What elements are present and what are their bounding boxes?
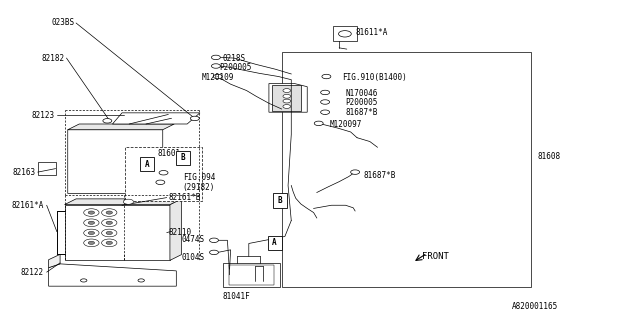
Circle shape [321,100,330,104]
Bar [273,194,287,208]
Text: B: B [278,196,282,205]
Circle shape [159,171,168,175]
Circle shape [283,105,291,108]
Text: M120097: M120097 [330,120,362,129]
Circle shape [314,121,323,125]
Circle shape [88,221,95,224]
Bar [175,151,189,165]
Bar [65,204,170,260]
Circle shape [211,55,220,60]
Circle shape [84,229,99,237]
Circle shape [102,219,117,227]
Text: 82161*B: 82161*B [168,193,200,202]
Text: P200005: P200005 [219,63,252,72]
Polygon shape [68,130,179,194]
Circle shape [106,241,113,244]
Text: 0474S: 0474S [182,235,205,244]
Polygon shape [49,254,60,268]
Circle shape [156,180,165,185]
Text: 81687*B: 81687*B [346,108,378,117]
Bar [223,263,280,287]
Text: 023BS: 023BS [51,19,74,28]
Polygon shape [269,84,307,112]
Bar [272,85,301,111]
Polygon shape [68,124,174,130]
Circle shape [81,279,87,282]
Text: A: A [273,238,277,247]
Bar [229,265,274,285]
Polygon shape [65,199,181,204]
Text: 81601: 81601 [157,149,180,158]
Circle shape [102,229,117,237]
Circle shape [351,170,360,174]
Bar [268,236,282,250]
Bar [125,147,202,201]
Text: M120109: M120109 [202,73,234,82]
Polygon shape [113,113,200,124]
Circle shape [283,89,291,92]
Circle shape [321,90,330,95]
Circle shape [102,239,117,247]
Text: A820001165: A820001165 [511,302,558,311]
Text: 82161*A: 82161*A [12,201,44,210]
Circle shape [283,99,291,103]
Bar [282,52,531,287]
Circle shape [88,211,95,214]
Circle shape [102,209,117,216]
Circle shape [321,110,330,115]
Circle shape [213,74,222,79]
Text: FRONT: FRONT [422,252,449,261]
Circle shape [106,231,113,235]
Text: 0218S: 0218S [223,53,246,62]
Bar [140,157,154,172]
Text: A: A [145,160,149,169]
Circle shape [103,119,112,123]
Text: B: B [180,153,185,163]
Circle shape [84,219,99,227]
Circle shape [190,116,199,121]
Polygon shape [49,264,176,286]
Circle shape [283,94,291,98]
Text: 82163: 82163 [13,168,36,177]
Text: FIG.910(B1400): FIG.910(B1400) [342,73,407,82]
Text: 82122: 82122 [21,268,44,277]
Text: 82182: 82182 [42,53,65,62]
Text: 82110: 82110 [168,228,191,237]
Text: FIG.094: FIG.094 [182,173,215,182]
Text: N170046: N170046 [346,89,378,98]
Bar [38,162,56,175]
Circle shape [211,64,220,68]
Text: 81608: 81608 [537,152,560,161]
Circle shape [84,239,99,247]
Text: (29182): (29182) [182,183,215,192]
Circle shape [84,209,99,216]
Bar [333,26,357,42]
Circle shape [138,279,145,282]
Polygon shape [170,199,181,260]
Text: 81041F: 81041F [223,292,251,301]
Circle shape [339,31,351,37]
Text: 81687*B: 81687*B [364,171,396,180]
Circle shape [106,211,113,214]
Circle shape [124,199,134,204]
Text: 81611*A: 81611*A [355,28,387,37]
Text: P200005: P200005 [346,98,378,107]
Text: 82123: 82123 [32,111,55,120]
Circle shape [88,241,95,244]
Circle shape [209,250,218,255]
Circle shape [106,221,113,224]
Text: 0104S: 0104S [182,253,205,262]
Polygon shape [129,181,163,194]
Circle shape [88,231,95,235]
Circle shape [209,238,218,243]
Circle shape [322,74,331,79]
